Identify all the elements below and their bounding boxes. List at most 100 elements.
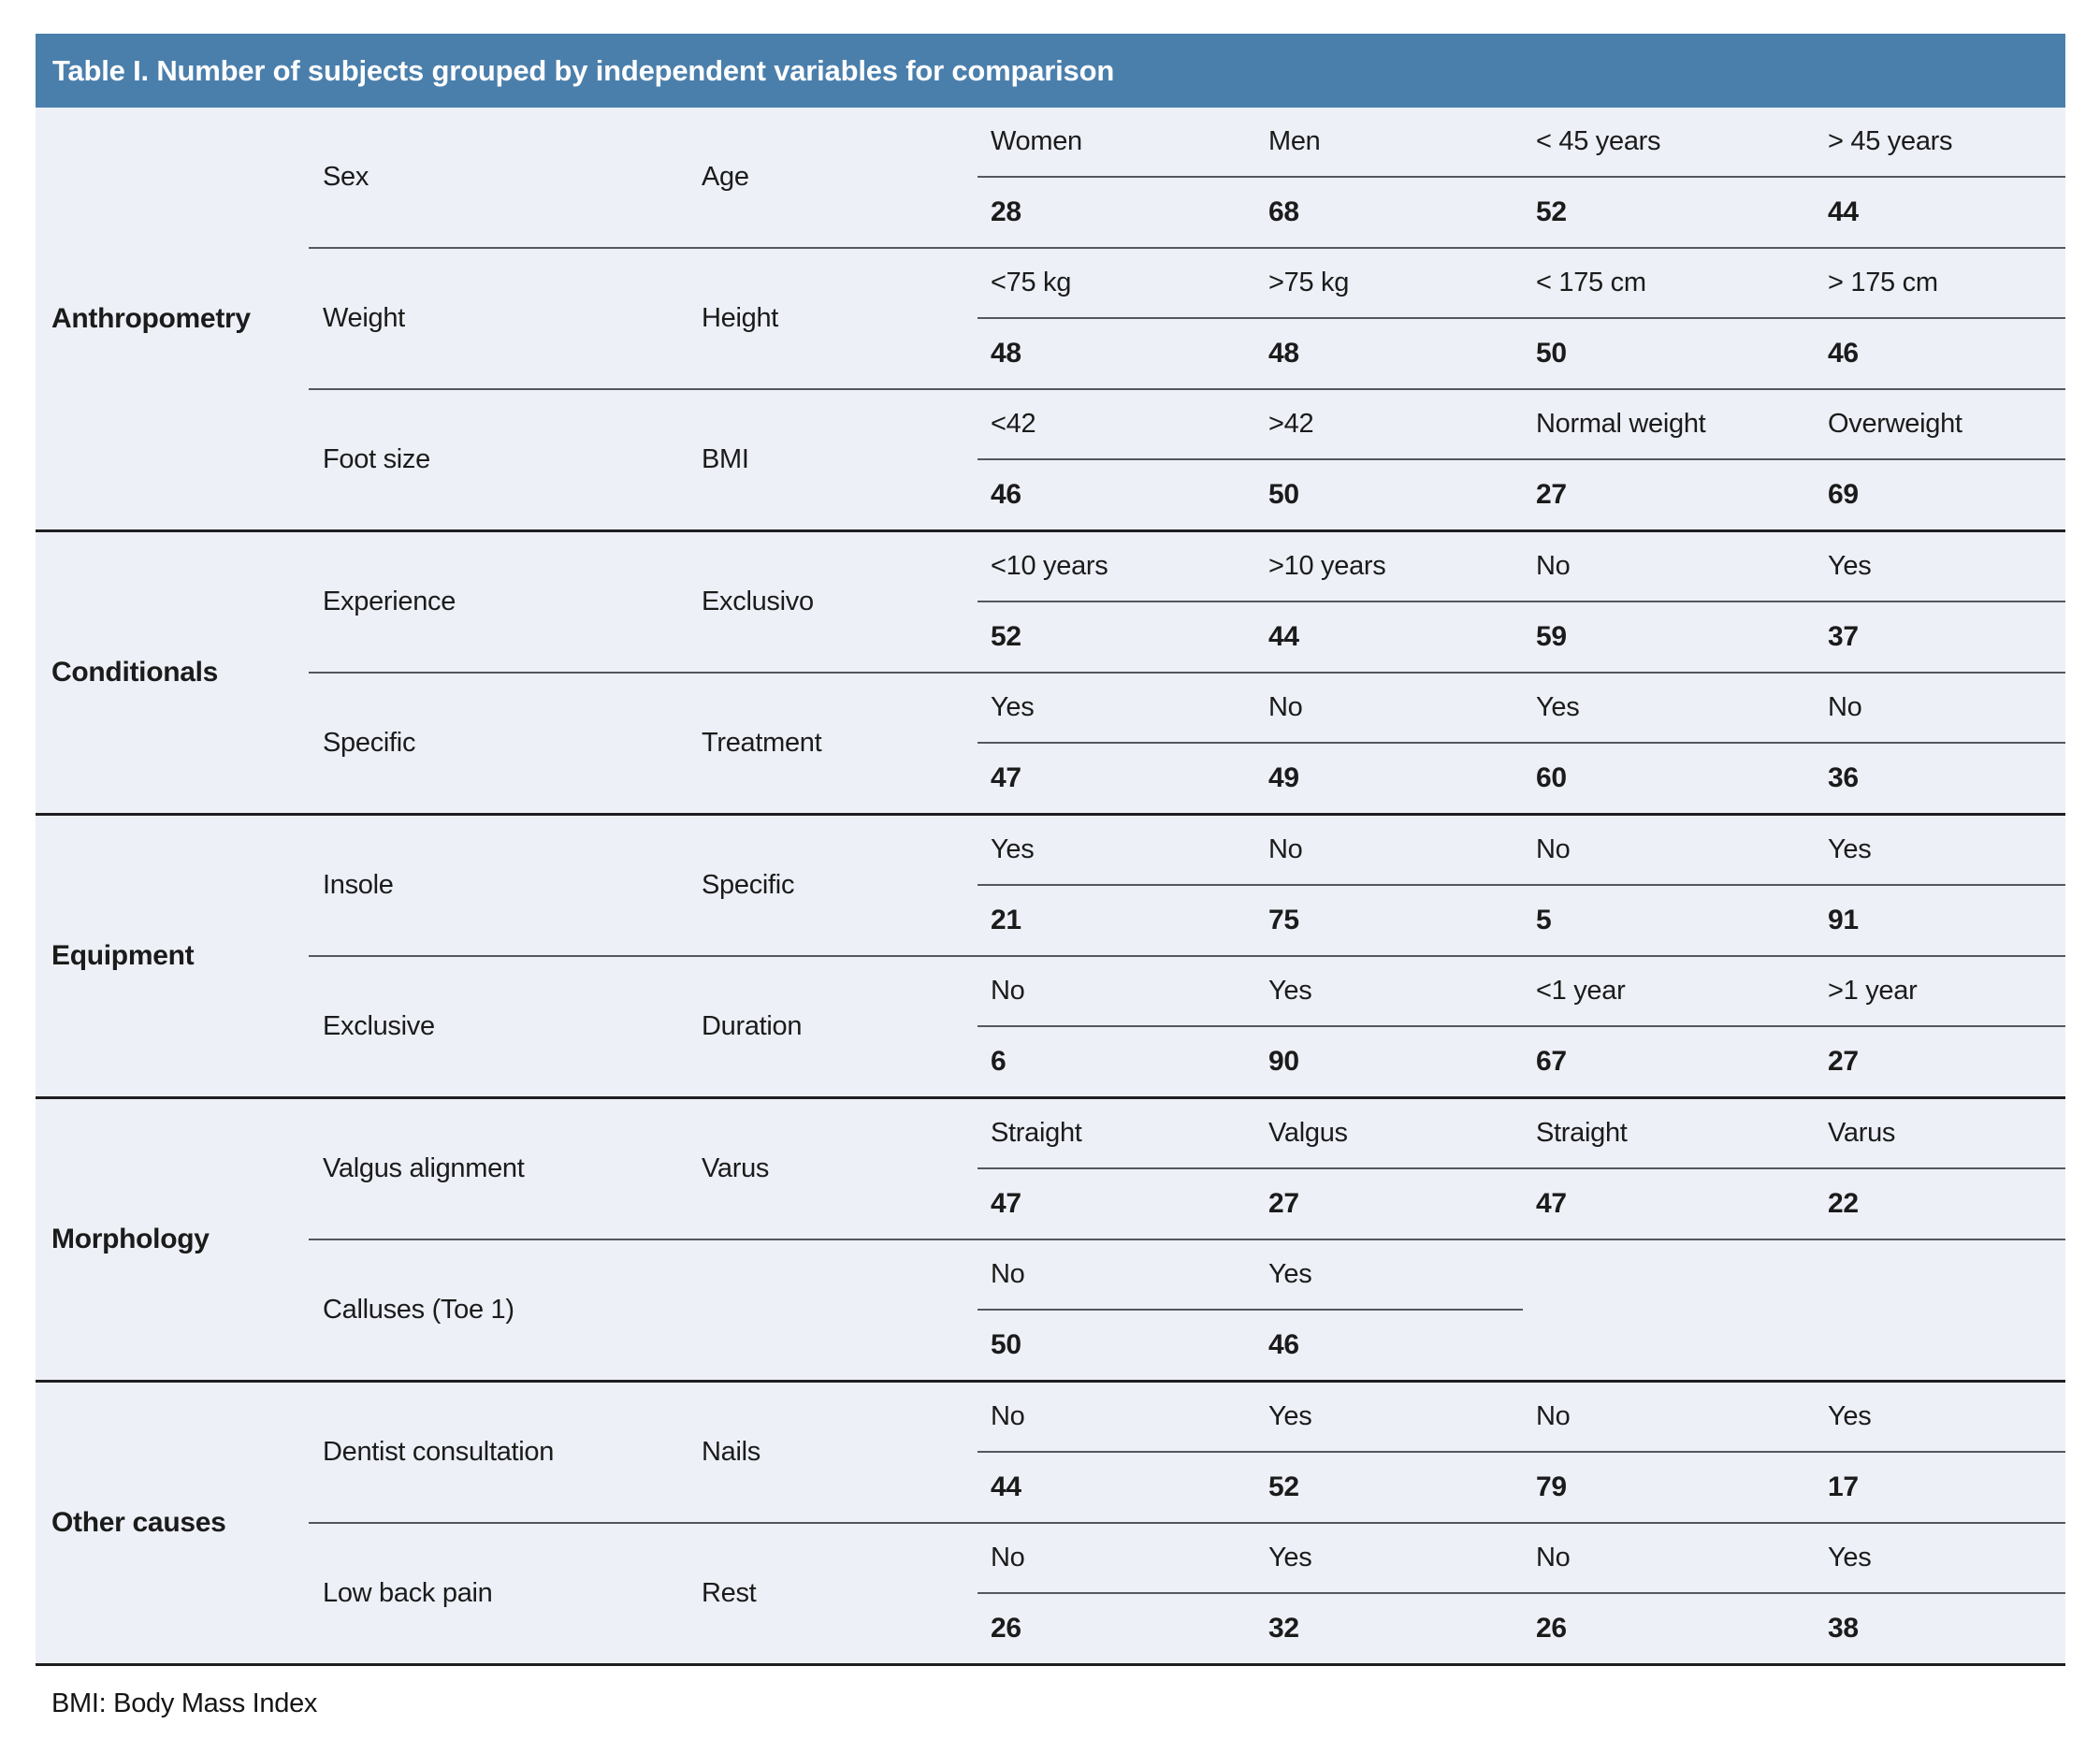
group-rows: Dentist consultation No Yes Nails No Yes… xyxy=(309,1383,2065,1663)
variable-name: Exclusive xyxy=(323,1011,435,1041)
table: Table I. Number of subjects grouped by i… xyxy=(36,34,2065,1719)
count-value: 91 xyxy=(1828,904,1859,935)
variable-name: Sex xyxy=(323,162,369,192)
count-value: 47 xyxy=(1536,1187,1567,1219)
variable-name: Insole xyxy=(323,870,394,900)
category-label: <1 year xyxy=(1523,957,1815,1027)
category-label: Yes xyxy=(1815,1383,2065,1453)
category-label: Yes xyxy=(1255,1383,1523,1453)
group-rows: Sex Women Men Age < 45 years > 45 years … xyxy=(309,108,2065,529)
category-label: Yes xyxy=(1255,1240,1523,1311)
table-row: Foot size <42 >42 BMI Normal weight Over… xyxy=(309,388,2065,529)
category-label: >75 kg xyxy=(1255,249,1523,319)
variable-name: Duration xyxy=(702,1011,803,1041)
category-label: Yes xyxy=(1255,957,1523,1027)
variable-name: Valgus alignment xyxy=(323,1153,525,1183)
group-other-causes: Other causes Dentist consultation No Yes… xyxy=(36,1383,2065,1666)
category-label: No xyxy=(1255,674,1523,744)
count-value: 44 xyxy=(1828,196,1859,227)
group-label: Equipment xyxy=(51,940,195,971)
count-value: 27 xyxy=(1828,1045,1859,1077)
count-value: 48 xyxy=(1268,337,1299,369)
variable-name: Nails xyxy=(702,1437,760,1467)
count-value: 36 xyxy=(1828,761,1859,793)
category-label: <42 xyxy=(978,390,1255,460)
count-value: 27 xyxy=(1268,1187,1299,1219)
variable-name: Rest xyxy=(702,1578,757,1608)
category-label: Normal weight xyxy=(1523,390,1815,460)
category-label: Yes xyxy=(1523,674,1815,744)
count-value: 44 xyxy=(991,1471,1021,1502)
variable-name: BMI xyxy=(702,444,749,474)
group-rows: Experience <10 years >10 years Exclusivo… xyxy=(309,532,2065,813)
category-label: Women xyxy=(978,108,1255,178)
count-value: 52 xyxy=(1536,196,1567,227)
table-row: Sex Women Men Age < 45 years > 45 years … xyxy=(309,108,2065,247)
count-value: 28 xyxy=(991,196,1021,227)
group-morphology: Morphology Valgus alignment Straight Val… xyxy=(36,1099,2065,1383)
table-footnote: BMI: Body Mass Index xyxy=(51,1688,318,1718)
variable-name: Experience xyxy=(323,587,456,616)
variable-name: Calluses (Toe 1) xyxy=(323,1295,514,1325)
count-value: 26 xyxy=(1536,1612,1567,1644)
variable-name: Varus xyxy=(702,1153,770,1183)
variable-name: Treatment xyxy=(702,728,822,758)
empty-cell xyxy=(1523,1311,1815,1381)
category-label: Yes xyxy=(978,816,1255,886)
category-label: Yes xyxy=(978,674,1255,744)
group-anthropometry: Anthropometry Sex Women Men Age < 45 yea… xyxy=(36,108,2065,532)
count-value: 37 xyxy=(1828,620,1859,652)
category-label: >1 year xyxy=(1815,957,2065,1027)
category-label: No xyxy=(978,957,1255,1027)
count-value: 21 xyxy=(991,904,1021,935)
table-row: Low back pain No Yes Rest No Yes 26 32 2… xyxy=(309,1522,2065,1663)
count-value: 17 xyxy=(1828,1471,1859,1502)
count-value: 27 xyxy=(1536,478,1567,510)
count-value: 50 xyxy=(991,1328,1021,1360)
count-value: 47 xyxy=(991,1187,1021,1219)
empty-cell xyxy=(1523,1240,1815,1311)
group-conditionals: Conditionals Experience <10 years >10 ye… xyxy=(36,532,2065,816)
category-label: No xyxy=(1815,674,2065,744)
category-label: >42 xyxy=(1255,390,1523,460)
empty-cell xyxy=(1815,1240,2065,1311)
variable-name: Specific xyxy=(323,728,416,758)
group-equipment: Equipment Insole Yes No Specific No Yes … xyxy=(36,816,2065,1099)
empty-cell xyxy=(1815,1311,2065,1381)
variable-name: Specific xyxy=(702,870,795,900)
group-label: Other causes xyxy=(51,1507,226,1538)
category-label: No xyxy=(1523,1383,1815,1453)
count-value: 47 xyxy=(991,761,1021,793)
table-title: Table I. Number of subjects grouped by i… xyxy=(52,53,1115,87)
category-label: Yes xyxy=(1815,532,2065,602)
group-label: Morphology xyxy=(51,1224,210,1254)
table-title-bar: Table I. Number of subjects grouped by i… xyxy=(36,34,2065,108)
category-label: > 45 years xyxy=(1815,108,2065,178)
category-label: No xyxy=(978,1240,1255,1311)
category-label: Straight xyxy=(978,1099,1255,1169)
count-value: 67 xyxy=(1536,1045,1567,1077)
count-value: 52 xyxy=(1268,1471,1299,1502)
variable-name: Low back pain xyxy=(323,1578,493,1608)
count-value: 22 xyxy=(1828,1187,1859,1219)
category-label: <75 kg xyxy=(978,249,1255,319)
category-label: <10 years xyxy=(978,532,1255,602)
count-value: 52 xyxy=(991,620,1021,652)
variable-name: Exclusivo xyxy=(702,587,814,616)
count-value: 60 xyxy=(1536,761,1567,793)
category-label: No xyxy=(1523,532,1815,602)
count-value: 75 xyxy=(1268,904,1299,935)
table-row: Valgus alignment Straight Valgus Varus S… xyxy=(309,1099,2065,1239)
variable-name: Height xyxy=(702,303,779,333)
category-label: No xyxy=(1523,1524,1815,1594)
count-value: 6 xyxy=(991,1045,1007,1077)
table-row: Weight <75 kg >75 kg Height < 175 cm > 1… xyxy=(309,247,2065,388)
category-label: Men xyxy=(1255,108,1523,178)
variable-name: Dentist consultation xyxy=(323,1437,555,1467)
category-label: >10 years xyxy=(1255,532,1523,602)
table-row: Calluses (Toe 1) No Yes 50 46 xyxy=(309,1239,2065,1380)
category-label: Valgus xyxy=(1255,1099,1523,1169)
count-value: 49 xyxy=(1268,761,1299,793)
category-label: No xyxy=(978,1524,1255,1594)
